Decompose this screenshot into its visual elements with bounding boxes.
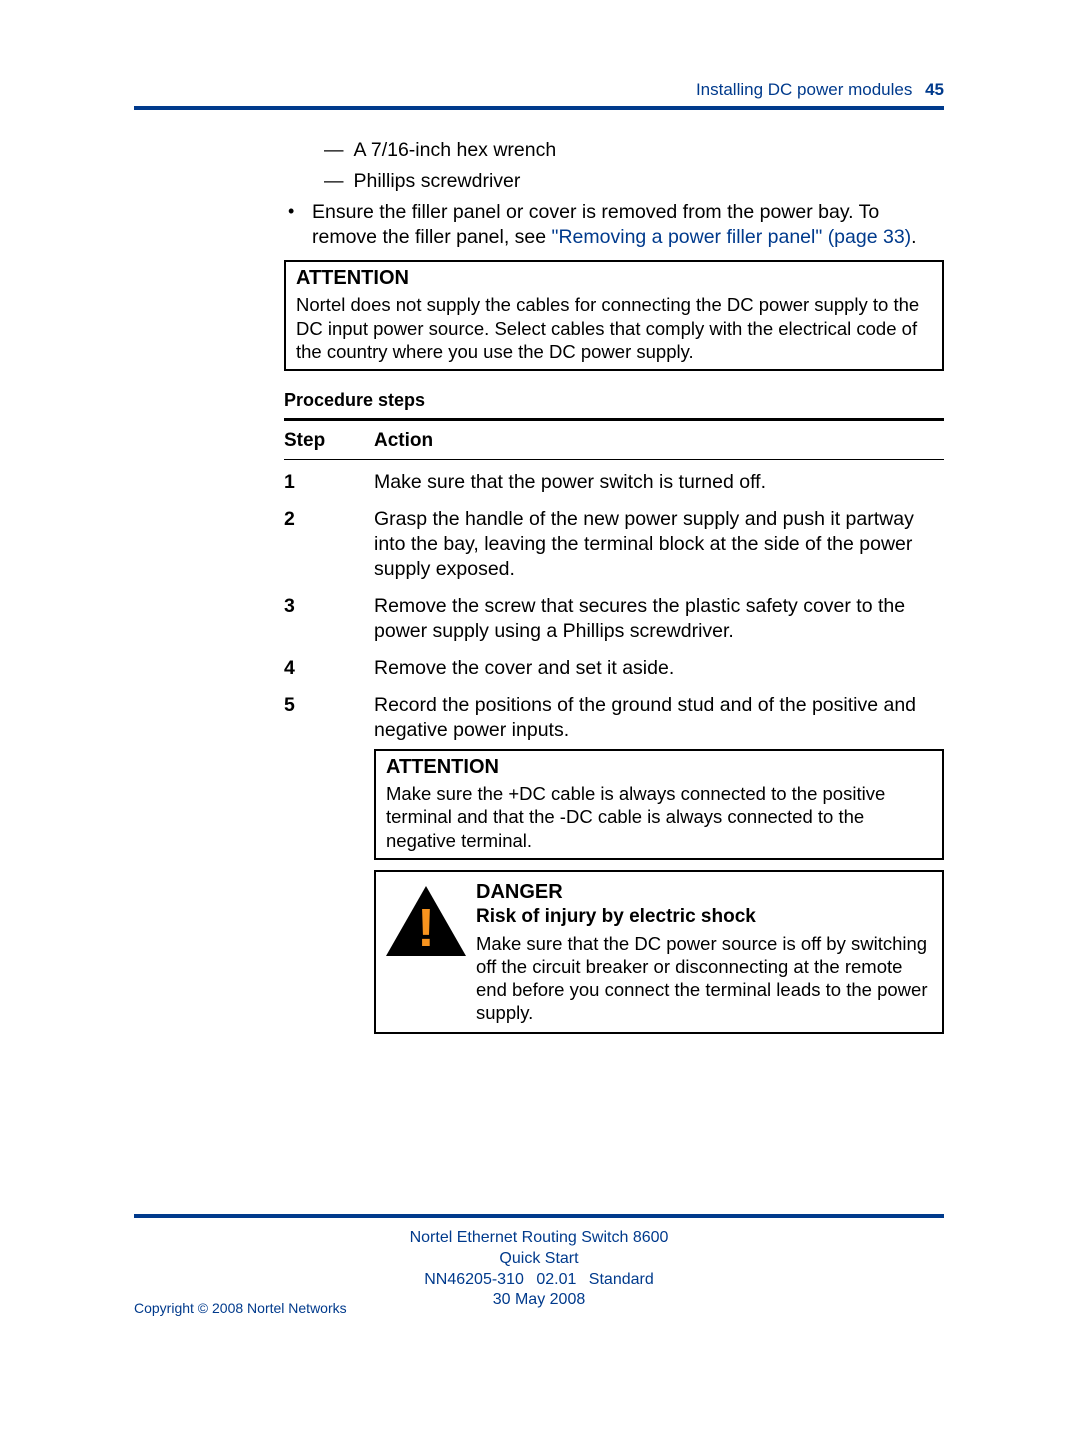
tool-item-screwdriver: Phillips screwdriver bbox=[324, 169, 944, 194]
danger-title: DANGER bbox=[476, 880, 932, 906]
step-num: 5 bbox=[284, 693, 374, 743]
footer-docname: Quick Start bbox=[134, 1249, 944, 1270]
attention-body: Nortel does not supply the cables for co… bbox=[296, 293, 932, 362]
danger-icon: ! bbox=[384, 880, 476, 965]
table-top-rule bbox=[284, 418, 944, 421]
attention-cable-supply: ATTENTION Nortel does not supply the cab… bbox=[284, 260, 944, 371]
footer-product: Nortel Ethernet Routing Switch 8600 bbox=[134, 1228, 944, 1249]
section-title: Installing DC power modules bbox=[696, 80, 912, 99]
procedure-steps-heading: Procedure steps bbox=[284, 389, 944, 412]
bullet-tail: . bbox=[911, 226, 916, 248]
danger-box: ! DANGER Risk of injury by electric shoc… bbox=[374, 870, 944, 1034]
attention-body: Make sure the +DC cable is always connec… bbox=[386, 782, 932, 851]
table-head-rule bbox=[284, 459, 944, 460]
attention-title: ATTENTION bbox=[386, 755, 932, 781]
attention-title: ATTENTION bbox=[296, 266, 932, 292]
col-step-label: Step bbox=[284, 429, 374, 453]
step-action: Record the positions of the ground stud … bbox=[374, 693, 944, 743]
step-row-1: 1 Make sure that the power switch is tur… bbox=[284, 470, 944, 495]
page-number: 45 bbox=[925, 80, 944, 99]
header-rule bbox=[134, 106, 944, 110]
page-footer: Nortel Ethernet Routing Switch 8600 Quic… bbox=[134, 1214, 944, 1311]
step-row-3: 3 Remove the screw that secures the plas… bbox=[284, 594, 944, 644]
step-action: Make sure that the power switch is turne… bbox=[374, 470, 944, 495]
attention-dc-polarity: ATTENTION Make sure the +DC cable is alw… bbox=[374, 749, 944, 860]
step-action: Grasp the handle of the new power supply… bbox=[374, 507, 944, 582]
table-header-row: Step Action bbox=[284, 427, 944, 455]
step-row-4: 4 Remove the cover and set it aside. bbox=[284, 656, 944, 681]
step-num: 4 bbox=[284, 656, 374, 681]
danger-subtitle: Risk of injury by electric shock bbox=[476, 905, 932, 929]
step-row-2: 2 Grasp the handle of the new power supp… bbox=[284, 507, 944, 582]
step-num: 2 bbox=[284, 507, 374, 582]
danger-body: Make sure that the DC power source is of… bbox=[476, 932, 932, 1025]
tool-item-wrench: A 7/16-inch hex wrench bbox=[324, 138, 944, 163]
remove-filler-panel-link[interactable]: "Removing a power filler panel" (page 33… bbox=[552, 226, 912, 248]
tools-list: A 7/16-inch hex wrench Phillips screwdri… bbox=[324, 138, 944, 194]
footer-docnum: NN46205-310 02.01 Standard bbox=[134, 1270, 944, 1291]
filler-panel-note: Ensure the filler panel or cover is remo… bbox=[284, 200, 944, 250]
step-num: 1 bbox=[284, 470, 374, 495]
col-action-label: Action bbox=[374, 429, 944, 453]
step-num: 3 bbox=[284, 594, 374, 644]
step-action: Remove the cover and set it aside. bbox=[374, 656, 944, 681]
step-action: Remove the screw that secures the plasti… bbox=[374, 594, 944, 644]
step-row-5: 5 Record the positions of the ground stu… bbox=[284, 693, 944, 743]
page-header: Installing DC power modules 45 bbox=[134, 80, 944, 100]
copyright-text: Copyright © 2008 Nortel Networks bbox=[134, 1300, 347, 1316]
svg-text:!: ! bbox=[417, 898, 435, 958]
footer-rule bbox=[134, 1214, 944, 1218]
